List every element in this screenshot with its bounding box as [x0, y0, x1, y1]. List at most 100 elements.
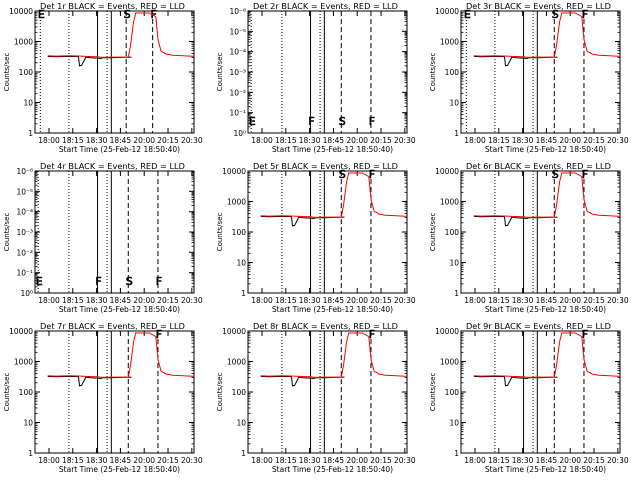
panel-title: Det 1r BLACK = Events, RED = LLD: [40, 1, 185, 11]
x-tick-label: 18:30: [86, 296, 108, 305]
plot-frame: [460, 10, 621, 134]
y-tick-label: 1: [28, 129, 33, 138]
x-axis-label: Start Time (25-Feb-12 18:50:40): [272, 145, 393, 154]
lld-series-line: [47, 12, 195, 58]
x-tick-label: 20:30: [394, 456, 416, 465]
plot-frame: [460, 170, 621, 294]
events-series-line: [47, 55, 132, 67]
y-tick-label: 1000: [227, 358, 246, 367]
x-tick-label: 20:15: [583, 296, 605, 305]
event-marker-label: S: [552, 168, 559, 181]
y-tick-label: 1000: [440, 198, 459, 207]
y-tick-label: 1: [28, 449, 33, 458]
x-axis-label: Start Time (25-Feb-12 18:50:40): [485, 465, 606, 474]
x-tick-label: 18:00: [464, 456, 486, 465]
x-tick-label: 20:00: [559, 296, 581, 305]
y-tick-label: 10: [23, 419, 33, 428]
x-tick-label: 18:15: [275, 136, 297, 145]
x-tick-label: 20:00: [346, 456, 368, 465]
y-tick-label: 1: [241, 289, 246, 298]
events-series-line: [47, 375, 132, 387]
x-tick-label: 18:45: [323, 456, 345, 465]
lld-series-line: [47, 332, 195, 378]
x-tick-label: 18:15: [62, 296, 84, 305]
event-marker-label: S: [339, 115, 346, 128]
y-axis-label: Counts/sec: [429, 53, 437, 92]
x-tick-label: 18:00: [38, 136, 60, 145]
y-tick-label: 10⁰: [20, 289, 33, 298]
x-tick-label: 18:00: [464, 296, 486, 305]
panel-title: Det 6r BLACK = Events, RED = LLD: [466, 161, 611, 171]
y-tick-label: 10: [449, 99, 459, 108]
y-tick-label: 100: [232, 388, 247, 397]
y-tick-label: 10⁻⁶: [229, 7, 246, 16]
x-tick-label: 20:30: [181, 136, 203, 145]
x-tick-label: 20:00: [133, 296, 155, 305]
x-tick-label: 20:15: [370, 296, 392, 305]
y-tick-label: 10⁻⁴: [229, 48, 246, 57]
x-tick-label: 18:15: [275, 296, 297, 305]
panel-title: Det 9r BLACK = Events, RED = LLD: [466, 321, 611, 331]
y-axis-label: Counts/sec: [216, 373, 224, 412]
y-tick-label: 10: [449, 419, 459, 428]
event-marker-label: F: [582, 328, 588, 341]
y-axis-label: Counts/sec: [429, 213, 437, 252]
panel-title: Det 4r BLACK = Events, RED = LLD: [40, 161, 185, 171]
x-tick-label: 20:30: [394, 296, 416, 305]
detector-panel-5: Det 5r BLACK = Events, RED = LLD 1 10 100 10…: [216, 161, 416, 314]
y-tick-label: 10: [449, 259, 459, 268]
events-series-line: [260, 215, 345, 227]
x-axis-label: Start Time (25-Feb-12 18:50:40): [485, 145, 606, 154]
x-tick-label: 20:30: [394, 136, 416, 145]
detector-panel-3: Det 3r BLACK = Events, RED = LLD 1 10 100 10…: [429, 1, 629, 154]
x-axis-label: Start Time (25-Feb-12 18:50:40): [59, 465, 180, 474]
x-tick-label: 18:30: [512, 136, 534, 145]
y-tick-label: 10: [23, 99, 33, 108]
event-marker-label: S: [124, 8, 131, 21]
x-axis-label: Start Time (25-Feb-12 18:50:40): [272, 465, 393, 474]
x-tick-label: 20:00: [133, 136, 155, 145]
x-tick-label: 20:15: [583, 456, 605, 465]
x-tick-label: 20:15: [370, 456, 392, 465]
y-axis-label: Counts/sec: [3, 373, 11, 412]
x-tick-label: 18:45: [110, 456, 132, 465]
event-marker-label: E: [36, 275, 43, 288]
x-axis-label: Start Time (25-Feb-12 18:50:40): [272, 305, 393, 314]
y-axis-label: Counts/sec: [216, 213, 224, 252]
events-series-line: [473, 55, 558, 67]
lld-series-line: [473, 332, 621, 378]
y-tick-label: 1: [241, 449, 246, 458]
events-series-line: [260, 375, 345, 387]
y-axis-label: Counts/sec: [3, 53, 11, 92]
y-tick-label: 10000: [222, 327, 246, 336]
y-tick-label: 10⁻⁴: [16, 208, 33, 217]
x-tick-label: 18:15: [488, 296, 510, 305]
event-marker-label: F: [369, 115, 375, 128]
detector-panel-4: Det 4r BLACK = Events, RED = LLD 10⁰ 10⁻¹ 1…: [3, 161, 203, 314]
plot-frame: [34, 10, 195, 134]
y-tick-label: 10: [236, 259, 246, 268]
panel-title: Det 3r BLACK = Events, RED = LLD: [466, 1, 611, 11]
x-axis-label: Start Time (25-Feb-12 18:50:40): [485, 305, 606, 314]
detector-panel-8: Det 8r BLACK = Events, RED = LLD 1 10 100 10…: [216, 321, 416, 474]
event-marker-label: E: [38, 8, 45, 21]
y-tick-label: 1: [454, 129, 459, 138]
event-marker-label: F: [369, 328, 375, 341]
event-marker-label: S: [126, 275, 133, 288]
y-tick-label: 1000: [440, 38, 459, 47]
event-marker-label: S: [339, 168, 346, 181]
x-tick-label: 20:30: [607, 456, 629, 465]
y-tick-label: 1: [454, 289, 459, 298]
x-tick-label: 18:15: [62, 456, 84, 465]
event-marker-label: S: [552, 8, 559, 21]
panel-title: Det 8r BLACK = Events, RED = LLD: [253, 321, 398, 331]
y-tick-label: 100: [445, 68, 460, 77]
lld-series-line: [473, 172, 621, 218]
y-tick-label: 1000: [440, 358, 459, 367]
y-tick-label: 10⁻¹: [229, 109, 246, 118]
plot-frame: [460, 330, 621, 454]
events-series-line: [473, 215, 558, 227]
x-tick-label: 20:00: [346, 136, 368, 145]
panel-title: Det 7r BLACK = Events, RED = LLD: [40, 321, 185, 331]
lld-series-line: [473, 12, 621, 58]
